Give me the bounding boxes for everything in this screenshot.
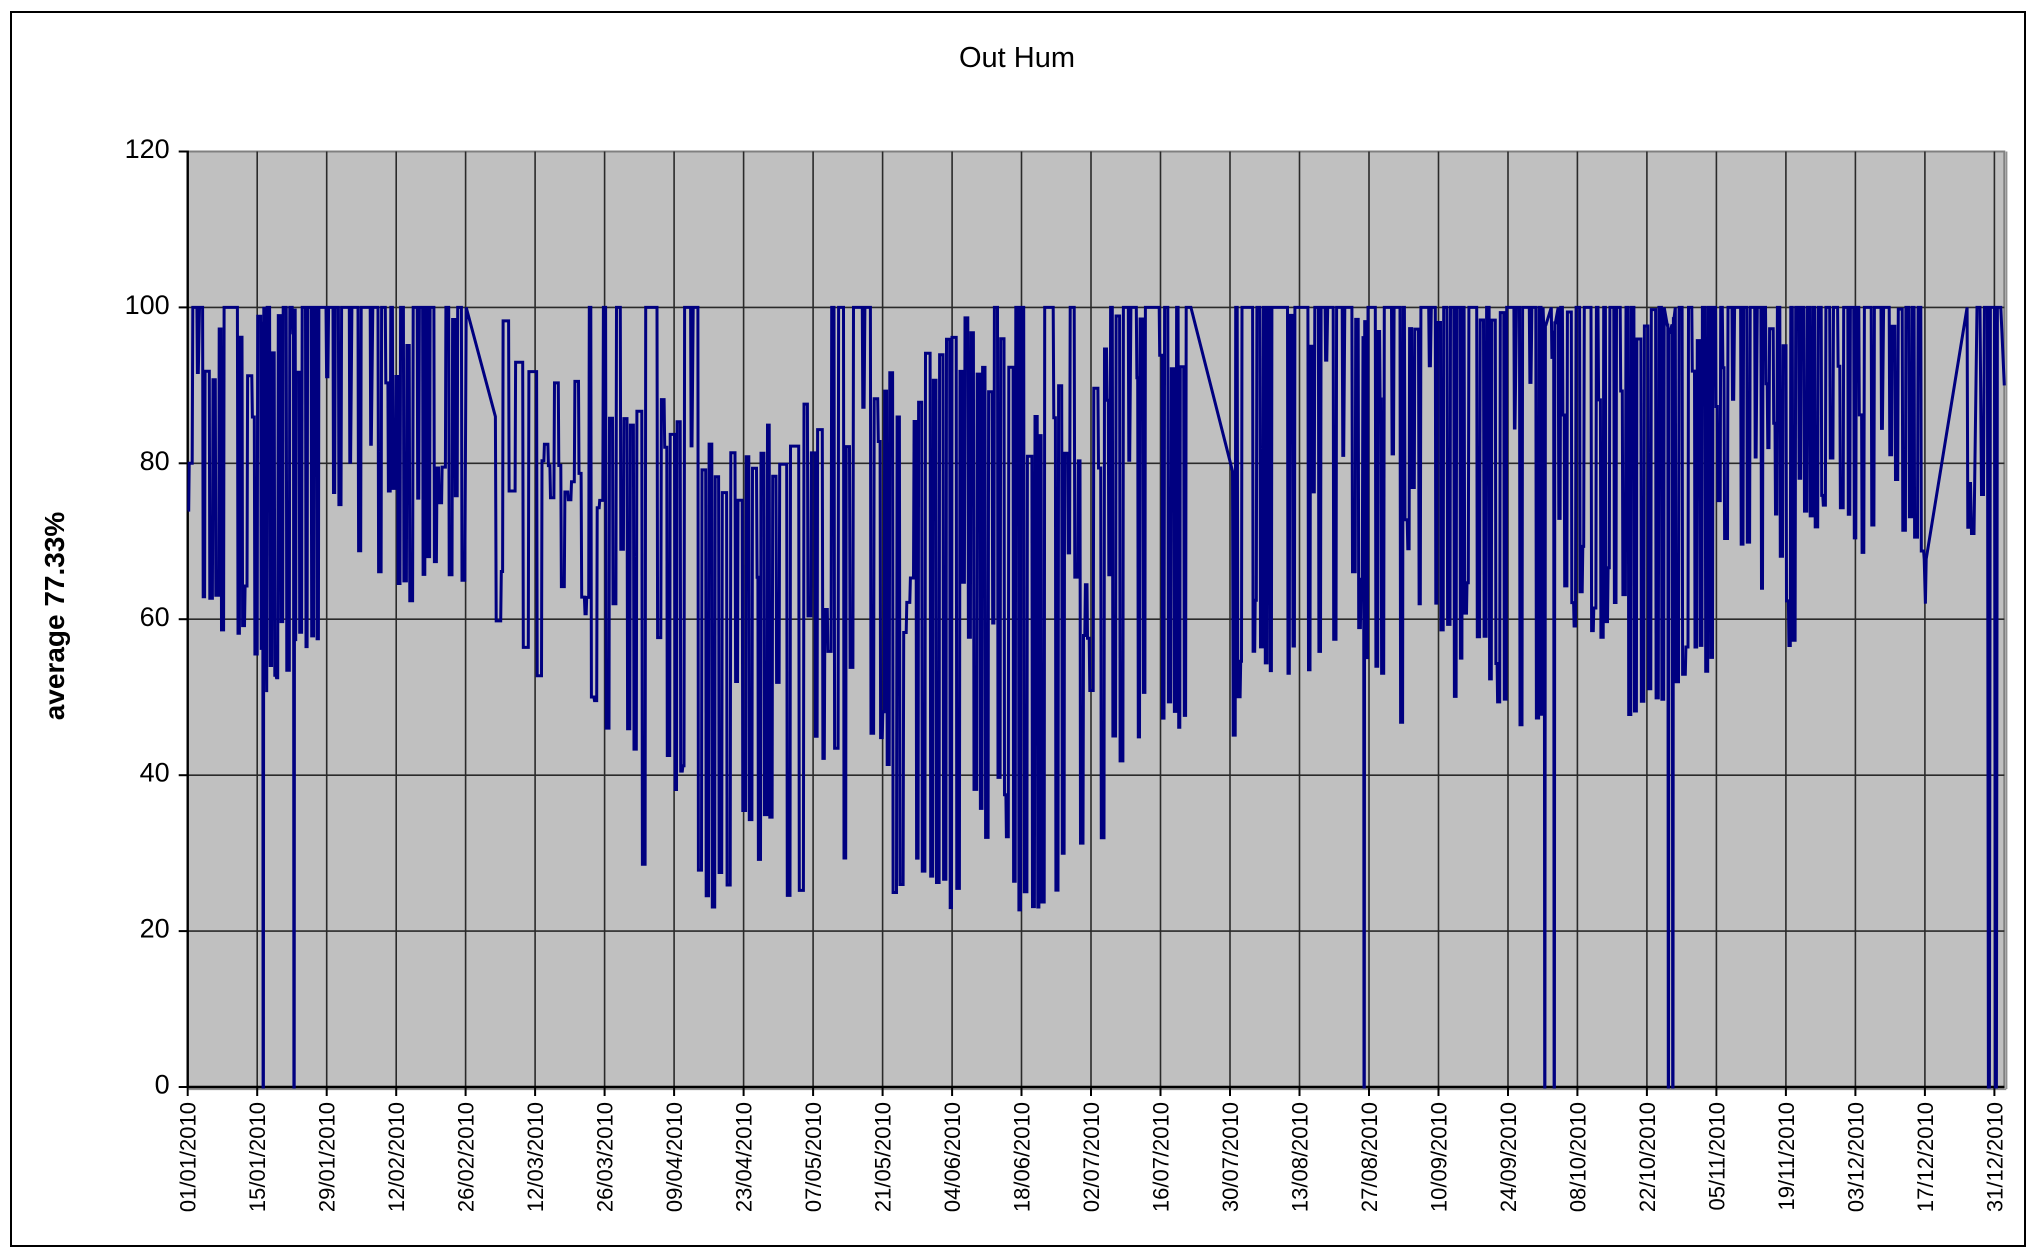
svg-text:22/10/2010: 22/10/2010 xyxy=(1635,1102,1660,1212)
svg-text:01/01/2010: 01/01/2010 xyxy=(176,1102,201,1212)
svg-text:0: 0 xyxy=(155,1070,170,1100)
svg-text:17/12/2010: 17/12/2010 xyxy=(1913,1102,1938,1212)
svg-text:10/09/2010: 10/09/2010 xyxy=(1427,1102,1452,1212)
svg-text:16/07/2010: 16/07/2010 xyxy=(1149,1102,1174,1212)
svg-text:05/11/2010: 05/11/2010 xyxy=(1704,1102,1729,1210)
svg-text:12/02/2010: 12/02/2010 xyxy=(384,1102,409,1212)
svg-text:15/01/2010: 15/01/2010 xyxy=(245,1102,270,1212)
svg-text:80: 80 xyxy=(140,446,170,476)
svg-text:18/06/2010: 18/06/2010 xyxy=(1010,1102,1035,1212)
svg-text:31/12/2010: 31/12/2010 xyxy=(1982,1102,2007,1212)
svg-text:19/11/2010: 19/11/2010 xyxy=(1774,1102,1799,1210)
svg-text:12/03/2010: 12/03/2010 xyxy=(523,1102,548,1212)
svg-text:08/10/2010: 08/10/2010 xyxy=(1565,1102,1590,1212)
svg-text:29/01/2010: 29/01/2010 xyxy=(315,1102,340,1212)
svg-text:60: 60 xyxy=(140,602,170,632)
svg-text:27/08/2010: 27/08/2010 xyxy=(1357,1102,1382,1212)
svg-text:Out Hum: Out Hum xyxy=(959,42,1075,74)
svg-text:07/05/2010: 07/05/2010 xyxy=(801,1102,826,1212)
svg-text:26/03/2010: 26/03/2010 xyxy=(593,1102,618,1212)
svg-text:20: 20 xyxy=(140,914,170,944)
svg-text:120: 120 xyxy=(125,134,170,164)
svg-text:13/08/2010: 13/08/2010 xyxy=(1288,1102,1313,1212)
svg-text:21/05/2010: 21/05/2010 xyxy=(871,1102,896,1212)
svg-text:average 77.33%: average 77.33% xyxy=(39,512,70,721)
svg-text:100: 100 xyxy=(125,290,170,320)
svg-text:23/04/2010: 23/04/2010 xyxy=(732,1102,757,1212)
svg-text:40: 40 xyxy=(140,758,170,788)
svg-text:26/02/2010: 26/02/2010 xyxy=(454,1102,479,1212)
svg-text:30/07/2010: 30/07/2010 xyxy=(1218,1102,1243,1212)
svg-text:04/06/2010: 04/06/2010 xyxy=(940,1102,965,1212)
svg-text:24/09/2010: 24/09/2010 xyxy=(1496,1102,1521,1212)
svg-text:03/12/2010: 03/12/2010 xyxy=(1843,1102,1868,1212)
svg-text:02/07/2010: 02/07/2010 xyxy=(1079,1102,1104,1212)
svg-text:09/04/2010: 09/04/2010 xyxy=(662,1102,687,1212)
